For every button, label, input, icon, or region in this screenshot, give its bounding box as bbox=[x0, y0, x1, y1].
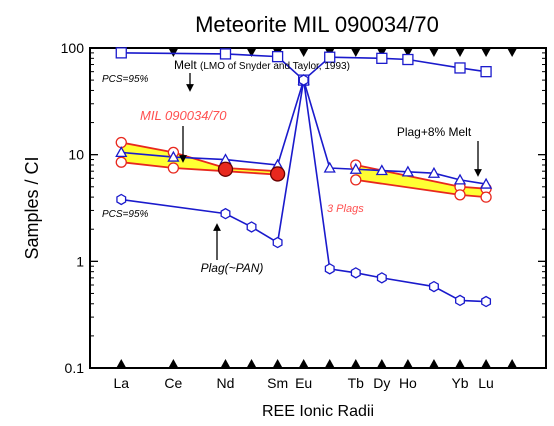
plag-pan-point bbox=[481, 295, 492, 308]
annotations: Melt (LMO of Snyder and Taylor, 1993) PC… bbox=[102, 58, 482, 275]
melt-point bbox=[324, 51, 336, 63]
plags-point bbox=[269, 166, 286, 182]
x-tick-marker bbox=[324, 359, 335, 368]
plag-pan-point bbox=[220, 207, 231, 220]
x-tick-marker bbox=[246, 48, 257, 57]
plag-pan-label: Plag(~PAN) bbox=[201, 261, 264, 275]
x-tick-label: Ce bbox=[164, 375, 182, 391]
x-tick-marker bbox=[402, 359, 413, 368]
sample-point bbox=[167, 162, 180, 174]
plag-pan-point bbox=[246, 221, 257, 233]
x-tick-label: Dy bbox=[373, 375, 390, 391]
plag-pan-point bbox=[298, 74, 309, 86]
melt-reference: (LMO of Snyder and Taylor, 1993) bbox=[200, 61, 350, 72]
melt-point bbox=[376, 52, 388, 64]
pcs-label-top: PCS=95% bbox=[102, 74, 149, 85]
plags-label: 3 Plags bbox=[327, 203, 364, 215]
plot-frame bbox=[89, 47, 547, 369]
chart-title: Meteorite MIL 090034/70 bbox=[195, 12, 439, 37]
melt-point bbox=[115, 47, 127, 59]
x-tick-marker bbox=[246, 359, 257, 368]
x-tick-marker bbox=[116, 359, 127, 368]
x-tick-marker bbox=[428, 359, 439, 368]
sample_lower-line bbox=[121, 161, 278, 176]
sample-point bbox=[350, 174, 362, 186]
melt-point bbox=[271, 50, 284, 63]
x-tick-marker bbox=[350, 48, 361, 57]
x-tick-marker bbox=[481, 359, 492, 368]
x-tick-marker bbox=[376, 48, 387, 57]
plag-pan-point bbox=[324, 263, 335, 275]
plag-pan-point bbox=[272, 236, 283, 249]
plag-melt-label: Plag+8% Melt bbox=[397, 125, 472, 139]
x-tick-label: Lu bbox=[478, 375, 494, 391]
x-tick-marker bbox=[376, 359, 387, 368]
melt-label: Melt (LMO of Snyder and Taylor, 1993) bbox=[174, 58, 350, 72]
x-tick-marker bbox=[220, 359, 231, 368]
x-tick-marker bbox=[272, 359, 283, 368]
x-tick-label: Sm bbox=[267, 375, 288, 391]
x-tick-marker bbox=[481, 48, 492, 57]
series-layer bbox=[115, 47, 493, 308]
plag-melt-point bbox=[401, 165, 415, 177]
x-tick-marker bbox=[402, 48, 413, 57]
y-tick-label: 10 bbox=[68, 147, 84, 163]
plag-pan-point bbox=[350, 267, 361, 279]
plag-melt-point bbox=[479, 177, 493, 189]
x-tick-marker bbox=[298, 48, 309, 57]
plag-melt-point bbox=[427, 166, 441, 178]
x-tick-marker bbox=[455, 359, 466, 368]
melt-point bbox=[402, 53, 414, 66]
sample-point bbox=[480, 191, 492, 203]
sample-band-polygon bbox=[355, 165, 487, 198]
x-tick-label: Yb bbox=[451, 375, 468, 391]
y-tick-label: 100 bbox=[61, 40, 85, 56]
x-tick-marker bbox=[298, 359, 309, 368]
x-tick-marker bbox=[428, 48, 439, 57]
plag-melt-point bbox=[167, 150, 180, 162]
x-tick-label: La bbox=[113, 375, 129, 391]
melt-point bbox=[454, 62, 466, 74]
x-tick-marker bbox=[455, 48, 466, 57]
x-tick-marker bbox=[507, 48, 518, 57]
y-axis: 0.1 1 10 100 bbox=[61, 40, 546, 376]
x-tick-label: Ho bbox=[399, 375, 417, 391]
plag-pan-point bbox=[116, 193, 127, 206]
x-tick-label: Nd bbox=[217, 375, 235, 391]
plot-area bbox=[89, 47, 547, 369]
x-tick-marker bbox=[507, 359, 518, 368]
plag-pan-point bbox=[376, 272, 387, 284]
x-axis-label: REE Ionic Radii bbox=[262, 403, 374, 420]
plag-melt-point bbox=[453, 173, 467, 185]
plag-melt-point bbox=[375, 164, 388, 176]
pcs-label-bottom: PCS=95% bbox=[102, 209, 149, 220]
y-tick-label: 0.1 bbox=[65, 360, 85, 376]
melt-point bbox=[219, 48, 232, 60]
sample-point bbox=[115, 136, 127, 149]
y-tick-label: 1 bbox=[76, 253, 84, 269]
melt-title: Melt bbox=[174, 58, 197, 72]
plag-melt-point bbox=[349, 162, 362, 174]
y-axis-label: Samples / CI bbox=[22, 156, 42, 259]
plag-melt-point bbox=[323, 161, 336, 173]
x-tick-marker bbox=[168, 48, 179, 57]
x-tick-label: Tb bbox=[348, 375, 365, 391]
plags-point bbox=[217, 161, 234, 177]
sample-name-label: MIL 090034/70 bbox=[140, 108, 227, 123]
plag-pan-point bbox=[455, 294, 465, 307]
melt-point bbox=[480, 66, 492, 78]
plag_melt-line bbox=[302, 79, 487, 185]
sample-point bbox=[115, 156, 127, 168]
plag-melt-point bbox=[115, 146, 128, 158]
x-tick-label: Eu bbox=[295, 375, 312, 391]
x-tick-marker bbox=[350, 359, 361, 368]
x-tick-marker bbox=[168, 359, 179, 368]
sample_upper-line bbox=[121, 141, 278, 173]
x-axis: La Ce Nd Sm Eu Tb Dy Ho Yb Lu bbox=[113, 48, 518, 391]
plag-pan-point bbox=[428, 280, 439, 293]
sample-point bbox=[454, 189, 466, 201]
